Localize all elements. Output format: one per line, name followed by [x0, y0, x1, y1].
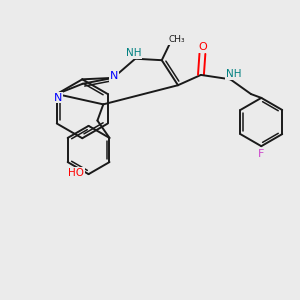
Text: N: N	[110, 71, 118, 81]
Text: HO: HO	[68, 168, 84, 178]
Text: O: O	[198, 42, 207, 52]
Text: N: N	[54, 93, 62, 103]
Text: NH: NH	[226, 69, 241, 79]
Text: CH₃: CH₃	[169, 35, 185, 44]
Text: NH: NH	[126, 48, 142, 58]
Text: F: F	[258, 148, 265, 158]
